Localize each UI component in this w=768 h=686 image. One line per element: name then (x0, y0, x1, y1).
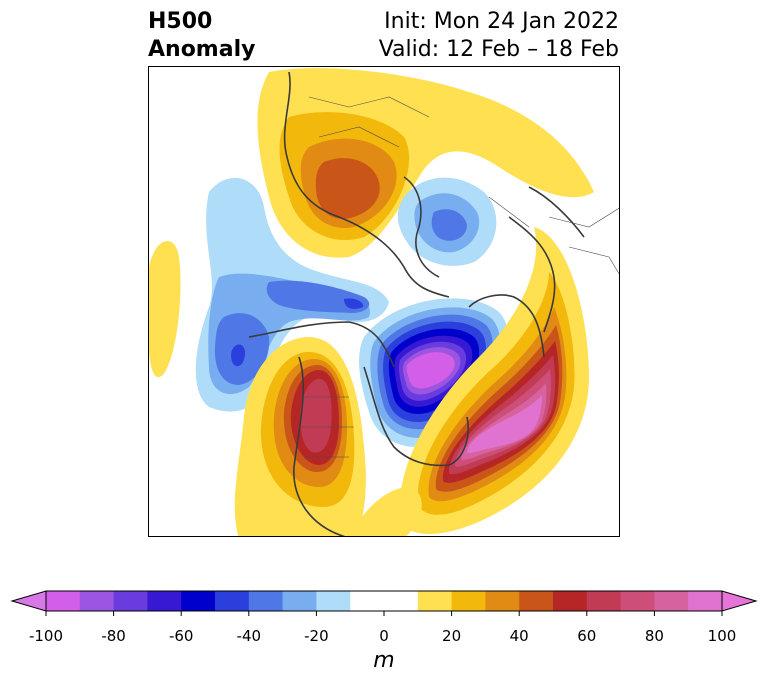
colorbar-segment (485, 591, 520, 611)
colorbar-segment (248, 591, 284, 611)
title-field-type: Anomaly (148, 37, 256, 62)
anomaly-pos-south-rim (350, 487, 422, 536)
anomaly-pos-far-west (149, 240, 181, 378)
anomaly-pos-siberia (257, 68, 594, 258)
colorbar-ticks (45, 611, 723, 616)
colorbar-tick-label: 20 (442, 627, 462, 645)
colorbar-segments (46, 591, 723, 611)
anomaly-neg-europe (397, 177, 497, 266)
colorbar-tick-label: 40 (509, 627, 529, 645)
colorbar-segment (519, 591, 554, 611)
colorbar-over-arrow (721, 590, 758, 612)
title-left: H500 Anomaly (148, 8, 255, 64)
colorbar-segment (181, 591, 216, 611)
coastlines (248, 71, 585, 536)
colorbar-tick-label: -20 (304, 627, 329, 645)
colorbar (10, 590, 758, 616)
colorbar-segment (654, 591, 689, 611)
colorbar-segment (113, 591, 148, 611)
colorbar-segment (451, 591, 486, 611)
colorbar-segment (586, 591, 622, 611)
colorbar-segment (79, 591, 115, 611)
title-right: Init: Mon 24 Jan 2022 Valid: 12 Feb – 18… (379, 8, 619, 64)
colorbar-under-arrow (10, 590, 47, 612)
colorbar-units: m (373, 648, 395, 673)
colorbar-segment (147, 591, 182, 611)
colorbar-segment (350, 591, 419, 611)
valid-period: Valid: 12 Feb – 18 Feb (378, 37, 619, 62)
colorbar-tick-label: -40 (236, 627, 262, 645)
colorbar-segment (316, 591, 351, 611)
colorbar-tick-label: -100 (28, 627, 64, 645)
anomaly-pos-atlantic (400, 227, 589, 534)
borders (299, 96, 619, 458)
colorbar-segment (215, 591, 250, 611)
colorbar-tick-label: -80 (101, 627, 126, 645)
colorbar-segment (417, 591, 453, 611)
anomaly-neg-pacific (195, 177, 389, 412)
anomaly-map (148, 66, 620, 537)
init-time: Init: Mon 24 Jan 2022 (384, 9, 619, 34)
colorbar-tick-label: -60 (168, 627, 194, 645)
colorbar-tick-label: 0 (379, 627, 389, 645)
title-field: H500 (148, 9, 213, 34)
colorbar-segment (553, 591, 588, 611)
colorbar-segment (46, 591, 81, 611)
colorbar-tick-label: 80 (644, 627, 664, 645)
map-svg (149, 68, 619, 536)
colorbar-segment (282, 591, 317, 611)
colorbar-segment (620, 591, 655, 611)
colorbar-tick-label: 60 (577, 627, 597, 645)
colorbar-tick-label: 100 (707, 627, 737, 645)
colorbar-segment (688, 591, 723, 611)
